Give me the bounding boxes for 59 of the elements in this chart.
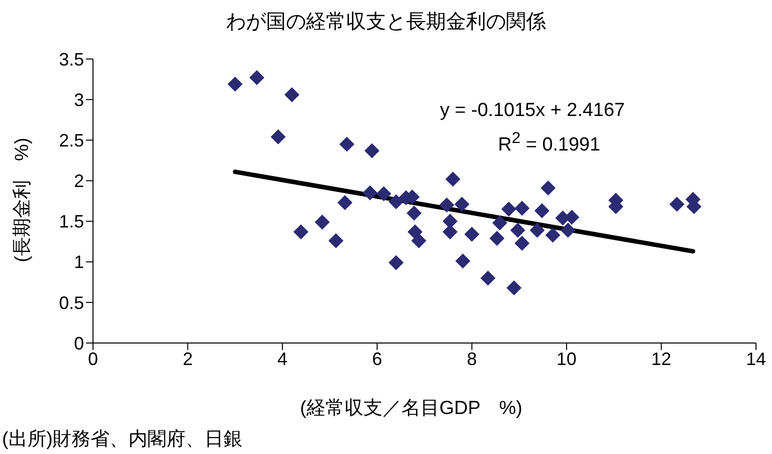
y-tick-label: 2 [74,171,84,192]
point [510,222,526,238]
point [314,214,330,230]
y-tick-label: 0 [74,333,84,354]
point [376,186,392,202]
point [534,203,550,218]
x-tick-label: 8 [466,348,477,369]
x-tick-label: 4 [277,348,288,369]
x-tick-label: 0 [88,348,98,369]
point [284,87,300,102]
point [545,228,560,243]
point [362,185,378,200]
point [293,224,308,240]
point [514,200,530,216]
point [530,222,545,238]
y-tick-label: 3.5 [58,49,84,70]
point [560,222,576,238]
point [455,254,470,269]
point [464,226,480,242]
y-tick-label: 1.5 [58,212,84,232]
point [411,233,426,248]
point [492,215,508,230]
point [489,230,504,246]
point [328,233,344,248]
point [669,196,684,212]
point [501,202,516,217]
point [540,180,556,196]
point [445,172,460,187]
y-axis-title: (長期金利 %) [11,138,34,262]
point [454,196,470,212]
point [270,129,286,144]
x-tick-label: 14 [746,348,766,369]
point [408,224,423,240]
point [480,270,496,286]
y-tick-label: 1 [74,252,84,272]
point [388,255,404,270]
point [249,70,264,86]
x-tick-label: 12 [651,348,672,369]
point [442,214,458,229]
x-tick-label: 6 [372,348,382,369]
point [406,206,422,221]
point [339,136,354,152]
chart-title: わが国の経常収支と長期金利の関係 [225,10,547,35]
point [337,195,352,210]
annotation: R$^{2}$ = 0.1991 [498,130,600,156]
point [506,280,522,296]
text: (出所)財務省、内閣府、日銀 [2,428,243,452]
y-tick-label: 2.5 [58,130,84,151]
point [388,194,404,210]
annotation: y = -0.1015x + 2.4167 [440,100,625,122]
point [364,143,380,158]
y-tick-label: 3 [74,90,84,110]
x-axis-title: (経常収支／名目GDP %) [300,397,522,421]
x-tick-label: 2 [182,348,193,369]
x-tick-label: 10 [556,348,577,369]
point [514,236,530,251]
y-tick-label: 0.5 [58,292,84,313]
point [228,76,243,92]
point [439,198,454,213]
